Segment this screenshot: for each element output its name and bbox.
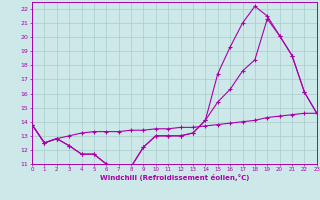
X-axis label: Windchill (Refroidissement éolien,°C): Windchill (Refroidissement éolien,°C) xyxy=(100,174,249,181)
